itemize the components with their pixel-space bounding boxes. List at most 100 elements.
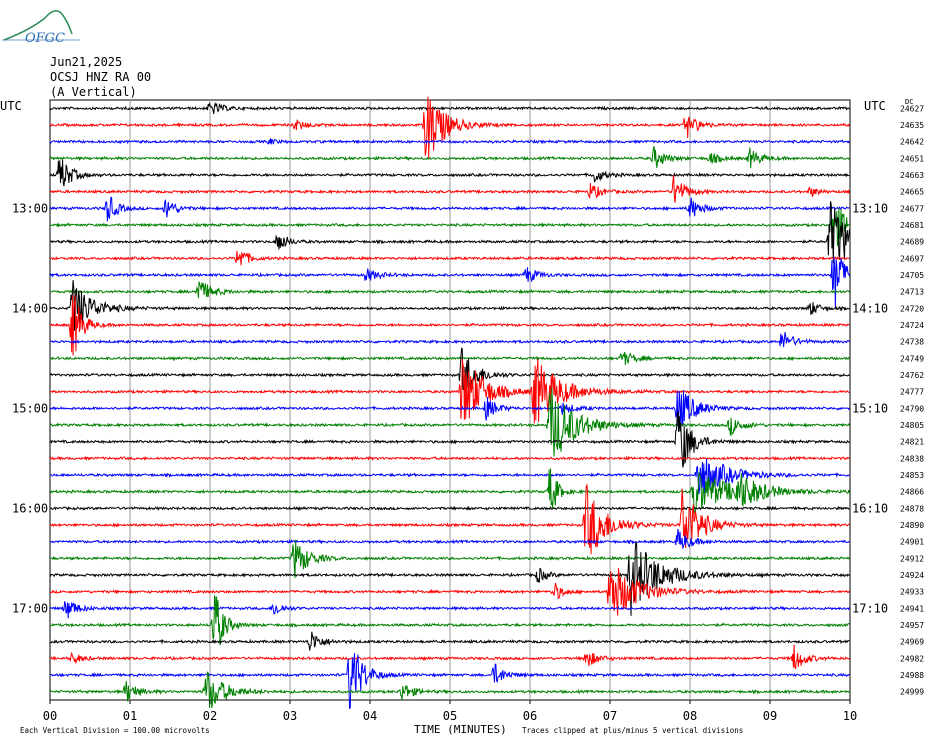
seismic-trace xyxy=(49,250,850,266)
seismic-trace xyxy=(49,631,850,651)
seismic-trace xyxy=(49,295,850,356)
logo-swoosh-icon xyxy=(3,10,73,41)
row-value-label: 24665 xyxy=(900,188,924,197)
seismic-trace xyxy=(49,411,850,468)
logo-text: OFGC xyxy=(25,31,65,46)
row-value-label: 24681 xyxy=(900,221,924,230)
footer-scale-note: Each Vertical Division = 100.00 microvol… xyxy=(20,726,210,735)
seismic-trace xyxy=(49,601,850,619)
seismic-trace xyxy=(49,483,850,555)
seismic-trace xyxy=(49,541,850,616)
row-value-label: 24705 xyxy=(900,271,924,280)
seismic-trace xyxy=(49,644,850,670)
left-hour-labels: 13:00 14:00 15:00 16:00 17:00 xyxy=(12,201,48,615)
row-value-label: 24901 xyxy=(900,538,924,547)
trace-rows xyxy=(49,96,850,710)
orientation-label: (A Vertical) xyxy=(50,85,137,99)
seismic-trace xyxy=(49,280,850,331)
row-value-label: 24720 xyxy=(900,304,924,313)
left-hour-label: 16:00 xyxy=(12,501,48,515)
seismic-trace xyxy=(49,387,850,457)
row-value-label: 24821 xyxy=(900,438,924,447)
row-value-label: 24878 xyxy=(900,504,924,513)
right-hour-label: 15:10 xyxy=(852,401,888,415)
row-value-label: 24713 xyxy=(900,288,924,297)
seismic-trace xyxy=(49,653,850,710)
row-value-label: 24697 xyxy=(900,254,924,263)
right-hour-label: 14:10 xyxy=(852,301,888,315)
row-value-label: 24663 xyxy=(900,171,924,180)
row-value-label: 24805 xyxy=(900,421,924,430)
seismic-trace xyxy=(50,594,850,646)
seismic-trace xyxy=(49,671,850,708)
row-value-labels: 24627 24635 24642 24651 24663 24665 24677 24681… xyxy=(900,104,924,696)
seismic-trace xyxy=(49,207,850,247)
row-value-label: 24724 xyxy=(900,321,924,330)
seismic-trace xyxy=(49,539,850,579)
row-value-label: 24651 xyxy=(900,154,924,163)
row-value-label: 24957 xyxy=(900,621,924,630)
ofgc-logo: OFGC xyxy=(2,10,80,46)
seismic-trace xyxy=(49,281,850,299)
row-value-label: 24838 xyxy=(900,454,924,463)
row-value-label: 24853 xyxy=(900,471,924,480)
row-value-label: 24642 xyxy=(900,138,924,147)
seismic-trace xyxy=(50,390,850,427)
row-value-label: 24635 xyxy=(900,121,924,130)
row-value-label: 24689 xyxy=(900,238,924,247)
x-axis-title: TIME (MINUTES) xyxy=(414,723,507,736)
x-tick-label: 02 xyxy=(203,709,217,723)
seismic-trace xyxy=(50,201,850,264)
x-tick-label: 00 xyxy=(43,709,57,723)
seismic-trace xyxy=(49,358,850,424)
x-tick-label: 07 xyxy=(603,709,617,723)
row-value-label: 24677 xyxy=(900,204,924,213)
seismic-trace xyxy=(49,528,850,549)
seismic-trace xyxy=(49,96,850,159)
x-tick-label: 01 xyxy=(123,709,137,723)
row-value-label: 24777 xyxy=(900,388,924,397)
right-hour-label: 16:10 xyxy=(852,501,888,515)
seismic-trace xyxy=(49,256,850,309)
x-tick-label: 05 xyxy=(443,709,457,723)
right-hour-label: 17:10 xyxy=(852,601,888,615)
seismic-trace xyxy=(49,351,850,366)
station-label: OCSJ HNZ RA 00 xyxy=(50,70,151,84)
row-value-label: 24941 xyxy=(900,604,924,613)
seismic-trace xyxy=(49,138,850,145)
seismic-trace xyxy=(49,174,850,203)
row-value-label: 24969 xyxy=(900,638,924,647)
minute-grid xyxy=(129,100,771,700)
row-value-label: 24988 xyxy=(900,671,924,680)
row-value-label: 24982 xyxy=(900,654,924,663)
seismic-trace xyxy=(49,505,850,512)
left-hour-label: 15:00 xyxy=(12,401,48,415)
seismic-trace xyxy=(49,455,850,462)
seismic-trace xyxy=(49,347,850,397)
left-hour-label: 13:00 xyxy=(12,201,48,215)
x-tick-label: 06 xyxy=(523,709,537,723)
row-value-label: 24999 xyxy=(900,688,924,697)
seismic-trace xyxy=(49,101,850,115)
x-tick-label: 10 xyxy=(843,709,857,723)
row-value-label: 24749 xyxy=(900,354,924,363)
row-value-label: 24790 xyxy=(900,404,924,413)
right-hour-label: 13:10 xyxy=(852,201,888,215)
left-timezone-label: UTC xyxy=(0,99,22,113)
row-value-label: 24912 xyxy=(900,554,924,563)
row-value-label: 24762 xyxy=(900,371,924,380)
date-label: Jun21,2025 xyxy=(50,55,122,69)
x-tick-label: 04 xyxy=(363,709,377,723)
row-value-label: 24738 xyxy=(900,338,924,347)
row-value-label: 24890 xyxy=(900,521,924,530)
right-hour-labels: 13:10 14:10 15:10 16:10 17:10 xyxy=(852,201,888,615)
row-value-label: 24933 xyxy=(900,588,924,597)
row-value-label: 24924 xyxy=(900,571,924,580)
seismic-trace xyxy=(49,196,850,222)
x-tick-label: 09 xyxy=(763,709,777,723)
left-hour-label: 14:00 xyxy=(12,301,48,315)
x-tick-label: 08 xyxy=(683,709,697,723)
footer-clip-note: Traces clipped at plus/minus 5 vertical … xyxy=(522,726,743,735)
left-hour-label: 17:00 xyxy=(12,601,48,615)
